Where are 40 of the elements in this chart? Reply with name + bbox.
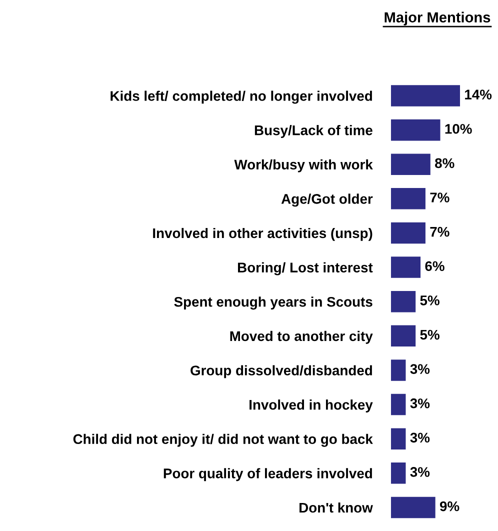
bar [390, 188, 426, 210]
y-tick-label: Spent enough years in Scouts [174, 296, 372, 310]
bar [390, 360, 406, 381]
bar [390, 394, 406, 416]
y-tick-label: Busy/Lack of time [254, 125, 372, 138]
data-label: 8% [435, 158, 454, 168]
y-tick-label: Work/busy with work [234, 159, 373, 172]
bar [390, 222, 426, 244]
bar [390, 325, 416, 347]
y-tick-label: Boring/ Lost interest [238, 262, 373, 276]
bar [390, 290, 416, 312]
bar [390, 428, 406, 450]
data-label: 9% [440, 501, 460, 512]
y-tick-label: Kids left/ completed/ no longer involved [110, 90, 372, 104]
bar [390, 496, 436, 518]
data-label: 5% [420, 296, 440, 306]
data-label: 3% [410, 364, 430, 374]
data-label: 3% [410, 467, 430, 477]
bar [390, 85, 460, 106]
y-tick-label: Involved in other activities (unsp) [153, 228, 372, 241]
y-tick-label: Don't know [300, 502, 373, 513]
bar [390, 154, 430, 175]
y-tick-label: Moved to another city [230, 330, 373, 344]
data-label: 5% [420, 330, 440, 340]
data-label: 3% [410, 432, 430, 443]
y-tick-label: Group dissolved/disbanded [190, 365, 372, 378]
data-label: 7% [430, 226, 450, 237]
data-label: 7% [430, 192, 450, 202]
y-tick-label: Age/Got older [281, 194, 373, 207]
bar [390, 119, 440, 141]
data-label: 6% [425, 261, 444, 272]
chart-title: Major Mentions [384, 12, 490, 26]
data-label: 10% [445, 124, 472, 134]
bar [390, 462, 406, 484]
bar [390, 256, 421, 278]
y-tick-label: Involved in hockey [250, 400, 373, 412]
data-label: 3% [410, 398, 430, 408]
data-label: 14% [465, 90, 492, 100]
y-tick-label: Child did not enjoy it/ did not want to go back [73, 434, 373, 447]
y-tick-label: Poor quality of leaders involved [164, 468, 372, 482]
